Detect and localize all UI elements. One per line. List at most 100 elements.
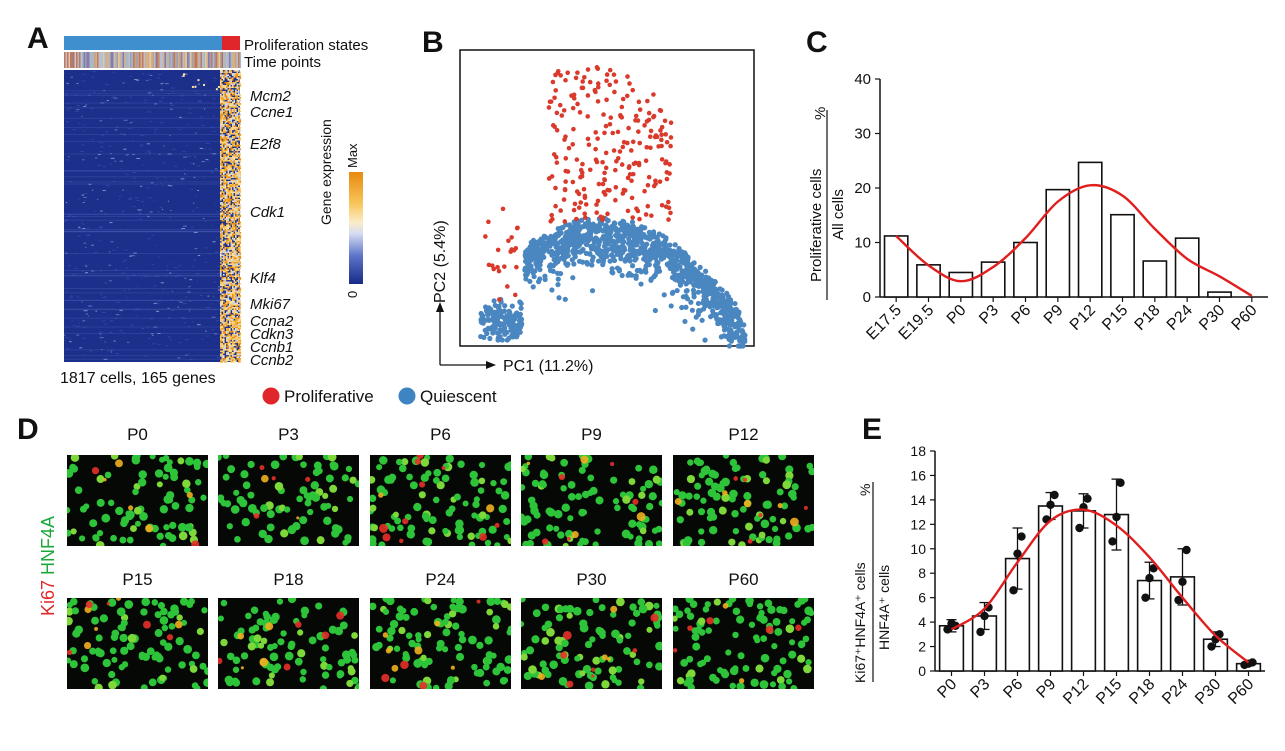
quiescent-point: [551, 256, 557, 263]
quiescent-point: [630, 251, 636, 257]
quiescent-point: [699, 317, 705, 323]
proliferative-point: [658, 128, 663, 133]
quiescent-point: [576, 226, 583, 233]
proliferative-point: [637, 216, 642, 222]
y-tick-label: 18: [910, 443, 926, 459]
proliferative-point: [593, 89, 598, 95]
proliferative-point: [585, 114, 591, 119]
proliferative-point: [621, 187, 627, 193]
quiescent-point: [509, 333, 515, 339]
quiescent-point: [732, 306, 739, 313]
quiescent-point: [646, 234, 652, 241]
proliferative-point: [601, 112, 606, 117]
quiescent-point: [680, 257, 686, 263]
colorbar-max: Max: [345, 143, 360, 168]
proliferative-point: [624, 140, 630, 146]
x-tick-label: P15: [1093, 676, 1125, 708]
quiescent-point: [537, 255, 543, 262]
data-point: [1017, 532, 1026, 541]
chart-c-ylabel-rule: [826, 110, 828, 300]
proliferative-point: [550, 123, 556, 128]
quiescent-point: [571, 227, 577, 233]
micrograph-label: P15: [122, 570, 153, 589]
quiescent-point: [725, 293, 732, 300]
y-tick-label: 30: [854, 126, 871, 143]
quiescent-point: [570, 275, 576, 281]
quiescent-point: [542, 240, 549, 246]
proliferative-point: [558, 73, 563, 78]
quiescent-point: [516, 317, 523, 324]
proliferative-point: [602, 177, 608, 183]
proliferative-points: [483, 65, 674, 302]
quiescent-point: [654, 239, 660, 245]
quiescent-point: [617, 220, 623, 227]
proliferative-point: [571, 126, 576, 132]
quiescent-point: [629, 229, 635, 235]
proliferative-point: [653, 181, 658, 187]
data-point: [1141, 593, 1150, 602]
quiescent-point: [660, 249, 666, 255]
proliferative-point: [593, 130, 599, 135]
quiescent-point: [621, 239, 627, 245]
quiescent-point: [497, 328, 504, 335]
proliferative-point: [626, 165, 632, 171]
proliferative-point: [648, 128, 654, 134]
panel-letter-d: D: [17, 413, 39, 446]
proliferative-point: [643, 158, 649, 164]
data-point: [1207, 642, 1216, 651]
data-point: [1075, 523, 1084, 533]
proliferative-point: [637, 107, 643, 112]
proliferative-point: [561, 108, 567, 113]
proliferative-point: [570, 179, 576, 185]
quiescent-point: [506, 319, 512, 325]
heatmap-footer: 1817 cells, 165 genes: [60, 370, 216, 387]
bar: [1142, 260, 1168, 298]
gene-label: Mcm2: [250, 88, 291, 105]
x-tick-label: P3: [967, 676, 993, 702]
quiescent-point: [688, 299, 694, 305]
proliferative-point: [514, 264, 519, 270]
gene-label: Ccne1: [250, 104, 294, 121]
proliferative-point: [636, 162, 642, 168]
proliferative-point: [668, 135, 674, 140]
proliferative-point: [565, 70, 570, 76]
quiescent-point: [621, 233, 627, 239]
quiescent-point: [555, 257, 561, 264]
proliferative-point: [613, 79, 619, 84]
quiescent-point: [537, 276, 543, 282]
quiescent-point: [638, 269, 644, 275]
quiescent-point: [695, 289, 702, 295]
quiescent-point: [600, 235, 606, 241]
quiescent-point: [535, 249, 541, 256]
quiescent-point: [634, 248, 640, 254]
quiescent-point: [641, 256, 647, 262]
proliferative-point: [596, 181, 602, 187]
quiescent-point: [605, 246, 611, 253]
quiescent-point: [607, 227, 613, 233]
quiescent-point: [652, 272, 658, 278]
proliferative-point: [595, 198, 601, 204]
quiescent-point: [629, 225, 635, 231]
quiescent-point: [530, 251, 537, 257]
bar: [938, 624, 965, 672]
y-tick-label: 0: [863, 289, 871, 306]
proliferative-point: [626, 125, 631, 131]
bar: [1077, 161, 1103, 298]
quiescent-point: [668, 303, 674, 309]
proliferative-point: [486, 219, 491, 225]
quiescent-point: [570, 249, 576, 255]
proliferative-point: [645, 182, 651, 188]
quiescent-point: [583, 232, 590, 238]
quiescent-point: [502, 331, 508, 337]
quiescent-point: [696, 307, 702, 314]
quiescent-point: [495, 315, 501, 321]
quiescent-point: [528, 245, 534, 251]
quiescent-point: [512, 328, 519, 334]
proliferative-point: [636, 99, 642, 105]
proliferative-point: [578, 174, 583, 180]
proliferative-point: [627, 172, 633, 177]
micrograph-label: P9: [581, 425, 602, 444]
quiescent-point: [604, 253, 610, 260]
chart-c-ylabel-num: Proliferative cells: [808, 168, 825, 282]
proliferative-point: [629, 178, 634, 184]
